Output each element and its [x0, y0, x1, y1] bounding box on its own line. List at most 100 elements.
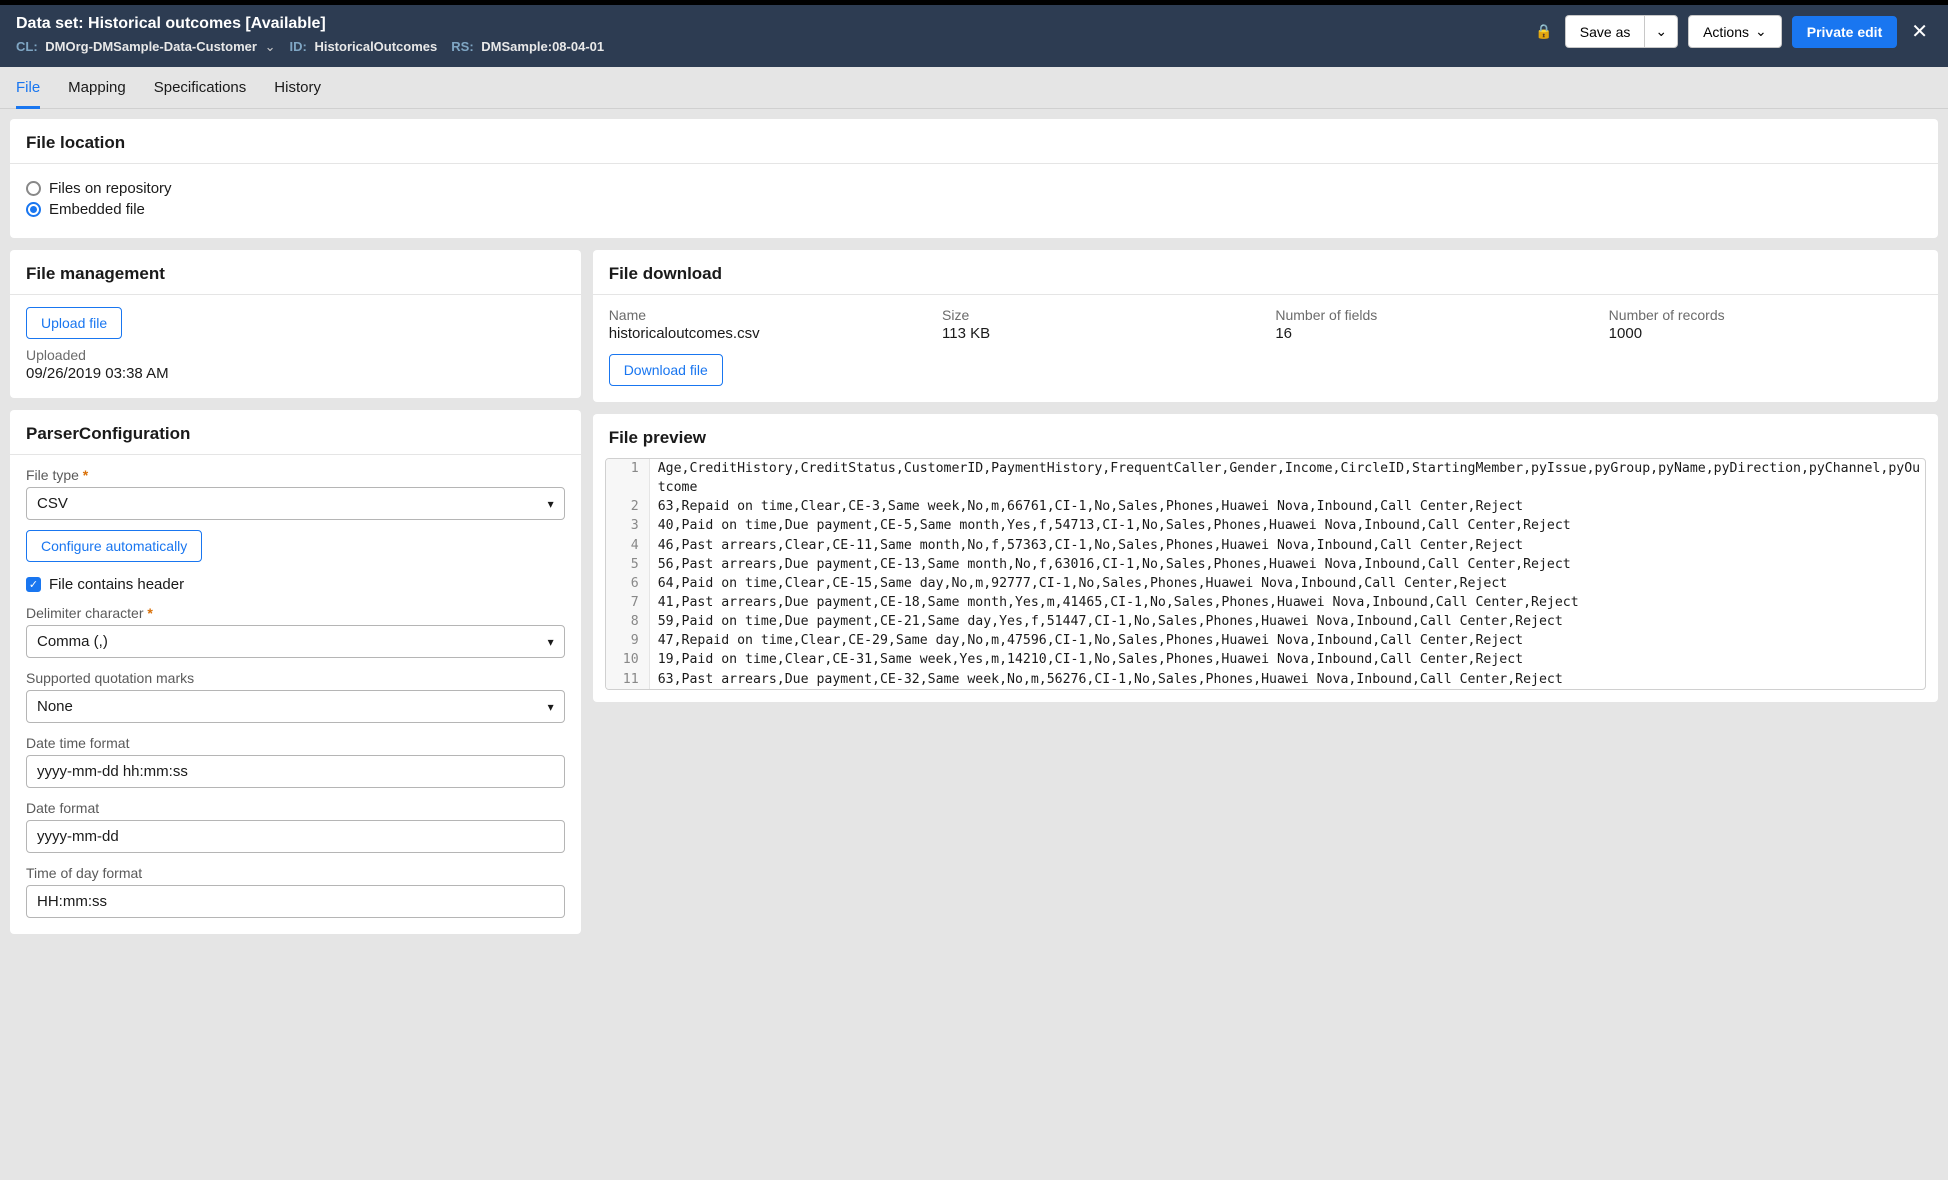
line-text: 47,Repaid on time,Clear,CE-29,Same day,N…: [650, 631, 1925, 650]
line-text: 46,Past arrears,Clear,CE-11,Same month,N…: [650, 536, 1925, 555]
actions-button[interactable]: Actions ⌄: [1688, 15, 1782, 48]
download-records-label: Number of records: [1609, 307, 1922, 323]
preview-line: 947,Repaid on time,Clear,CE-29,Same day,…: [606, 631, 1925, 650]
file-contains-header-checkbox[interactable]: ✓ File contains header: [26, 576, 565, 593]
title-prefix: Data set:: [16, 15, 84, 32]
actions-label: Actions: [1703, 24, 1749, 40]
download-name-label: Name: [609, 307, 922, 323]
tab-file[interactable]: File: [16, 67, 40, 109]
file-location-title: File location: [10, 119, 1938, 164]
line-text: 63,Repaid on time,Clear,CE-3,Same week,N…: [650, 497, 1925, 516]
chevron-down-icon: ▾: [548, 497, 554, 511]
line-text: 59,Paid on time,Due payment,CE-21,Same d…: [650, 612, 1925, 631]
line-text: 19,Paid on time,Clear,CE-31,Same week,Ye…: [650, 650, 1925, 669]
radio-icon: [26, 202, 41, 217]
line-number: 9: [606, 631, 650, 650]
download-fields-label: Number of fields: [1275, 307, 1588, 323]
chevron-down-icon: ⌄: [1755, 23, 1767, 40]
file-preview-panel: File preview 1Age,CreditHistory,CreditSt…: [593, 414, 1938, 702]
chevron-down-icon: ▾: [548, 635, 554, 649]
meta-id: ID: HistoricalOutcomes: [289, 39, 437, 55]
download-size-value: 113 KB: [942, 325, 1255, 342]
upload-file-button[interactable]: Upload file: [26, 307, 122, 339]
time-format-input[interactable]: HH:mm:ss: [26, 885, 565, 918]
download-fields-value: 16: [1275, 325, 1588, 342]
line-number: 10: [606, 650, 650, 669]
date-format-input[interactable]: yyyy-mm-dd: [26, 820, 565, 853]
close-icon[interactable]: ✕: [1907, 19, 1932, 44]
preview-line: 1163,Past arrears,Due payment,CE-32,Same…: [606, 670, 1925, 689]
date-format-label: Date format: [26, 800, 565, 816]
radio-label: Files on repository: [49, 180, 172, 197]
preview-line: 446,Past arrears,Clear,CE-11,Same month,…: [606, 536, 1925, 555]
preview-line: 556,Past arrears,Due payment,CE-13,Same …: [606, 555, 1925, 574]
parser-config-panel: ParserConfiguration File type CSV ▾ Conf…: [10, 410, 581, 934]
chevron-down-icon: ⌄: [265, 39, 276, 54]
line-text: 40,Paid on time,Due payment,CE-5,Same mo…: [650, 516, 1925, 535]
quotation-label: Supported quotation marks: [26, 670, 565, 686]
preview-line: 859,Paid on time,Due payment,CE-21,Same …: [606, 612, 1925, 631]
radio-embedded-file[interactable]: Embedded file: [26, 201, 1922, 218]
preview-line: 340,Paid on time,Due payment,CE-5,Same m…: [606, 516, 1925, 535]
id-value: HistoricalOutcomes: [314, 39, 437, 54]
radio-files-on-repository[interactable]: Files on repository: [26, 180, 1922, 197]
rs-value: DMSample:08-04-01: [481, 39, 604, 54]
quotation-select[interactable]: None ▾: [26, 690, 565, 723]
line-text: 56,Past arrears,Due payment,CE-13,Same m…: [650, 555, 1925, 574]
file-type-value: CSV: [37, 495, 68, 512]
download-name-value: historicaloutcomes.csv: [609, 325, 922, 342]
meta-cl[interactable]: CL: DMOrg-DMSample-Data-Customer ⌄: [16, 39, 275, 55]
lock-icon: 🔒: [1535, 23, 1552, 40]
file-management-title: File management: [10, 250, 581, 295]
quotation-value: None: [37, 698, 73, 715]
line-number: 3: [606, 516, 650, 535]
tab-specifications[interactable]: Specifications: [154, 67, 247, 108]
line-text: 64,Paid on time,Clear,CE-15,Same day,No,…: [650, 574, 1925, 593]
delimiter-select[interactable]: Comma (,) ▾: [26, 625, 565, 658]
line-text: 63,Past arrears,Due payment,CE-32,Same w…: [650, 670, 1925, 689]
radio-icon: [26, 181, 41, 196]
preview-line: 741,Past arrears,Due payment,CE-18,Same …: [606, 593, 1925, 612]
download-size-label: Size: [942, 307, 1255, 323]
datetime-format-input[interactable]: yyyy-mm-dd hh:mm:ss: [26, 755, 565, 788]
line-number: 5: [606, 555, 650, 574]
radio-label: Embedded file: [49, 201, 145, 218]
save-as-button-group: Save as ⌄: [1565, 15, 1678, 48]
file-type-select[interactable]: CSV ▾: [26, 487, 565, 520]
uploaded-value: 09/26/2019 03:38 AM: [26, 365, 565, 382]
file-download-title: File download: [593, 250, 1938, 295]
tabs: File Mapping Specifications History: [0, 67, 1948, 109]
file-preview-content[interactable]: 1Age,CreditHistory,CreditStatus,Customer…: [605, 458, 1926, 690]
configure-automatically-button[interactable]: Configure automatically: [26, 530, 202, 562]
save-as-dropdown-button[interactable]: ⌄: [1644, 15, 1678, 48]
title-name: Historical outcomes: [88, 15, 241, 32]
preview-line: 664,Paid on time,Clear,CE-15,Same day,No…: [606, 574, 1925, 593]
line-number: 2: [606, 497, 650, 516]
file-preview-title: File preview: [593, 414, 1938, 458]
chevron-down-icon: ⌄: [1655, 23, 1667, 40]
page-title: Data set: Historical outcomes [Available…: [16, 15, 604, 33]
time-format-label: Time of day format: [26, 865, 565, 881]
line-number: 6: [606, 574, 650, 593]
delimiter-label: Delimiter character: [26, 605, 565, 621]
delimiter-value: Comma (,): [37, 633, 108, 650]
line-text: Age,CreditHistory,CreditStatus,CustomerI…: [650, 459, 1925, 497]
private-edit-button[interactable]: Private edit: [1792, 16, 1897, 48]
line-number: 1: [606, 459, 650, 497]
tab-mapping[interactable]: Mapping: [68, 67, 126, 108]
line-number: 4: [606, 536, 650, 555]
cl-value: DMOrg-DMSample-Data-Customer: [45, 39, 257, 54]
cl-label: CL:: [16, 39, 38, 54]
line-number: 8: [606, 612, 650, 631]
preview-line: 263,Repaid on time,Clear,CE-3,Same week,…: [606, 497, 1925, 516]
download-file-button[interactable]: Download file: [609, 354, 723, 386]
line-number: 11: [606, 670, 650, 689]
tab-history[interactable]: History: [274, 67, 321, 108]
save-as-button[interactable]: Save as: [1565, 15, 1645, 48]
uploaded-label: Uploaded: [26, 347, 565, 363]
parser-config-title: ParserConfiguration: [10, 410, 581, 455]
file-management-panel: File management Upload file Uploaded 09/…: [10, 250, 581, 398]
line-text: 41,Past arrears,Due payment,CE-18,Same m…: [650, 593, 1925, 612]
file-type-label: File type: [26, 467, 565, 483]
file-download-panel: File download Name historicaloutcomes.cs…: [593, 250, 1938, 402]
